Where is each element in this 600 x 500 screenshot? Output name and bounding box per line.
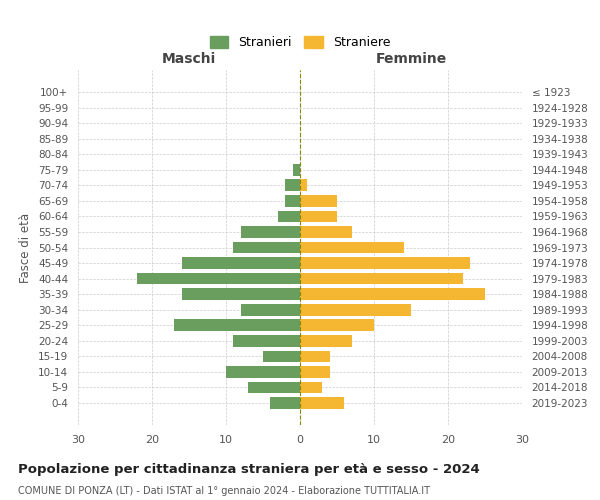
Bar — [300, 335, 352, 346]
Bar — [300, 210, 337, 222]
Bar — [263, 350, 300, 362]
Bar — [300, 304, 411, 316]
Bar — [300, 242, 404, 254]
Bar — [300, 195, 337, 206]
Bar — [226, 366, 300, 378]
Bar — [182, 288, 300, 300]
Bar — [241, 226, 300, 238]
Bar — [300, 273, 463, 284]
Bar — [233, 335, 300, 346]
Bar — [182, 257, 300, 269]
Bar — [293, 164, 300, 175]
Bar — [271, 397, 300, 409]
Legend: Stranieri, Straniere: Stranieri, Straniere — [203, 30, 397, 56]
Bar — [300, 397, 344, 409]
Bar — [241, 304, 300, 316]
Bar — [278, 210, 300, 222]
Y-axis label: Fasce di età: Fasce di età — [19, 212, 32, 282]
Bar — [248, 382, 300, 394]
Text: Maschi: Maschi — [162, 52, 216, 66]
Bar — [174, 320, 300, 331]
Bar — [300, 226, 352, 238]
Bar — [300, 382, 322, 394]
Bar — [285, 195, 300, 206]
Bar — [233, 242, 300, 254]
Text: Popolazione per cittadinanza straniera per età e sesso - 2024: Popolazione per cittadinanza straniera p… — [18, 462, 480, 475]
Bar — [300, 366, 329, 378]
Bar — [300, 257, 470, 269]
Bar — [300, 288, 485, 300]
Bar — [300, 320, 374, 331]
Bar — [300, 180, 307, 191]
Bar — [285, 180, 300, 191]
Bar — [137, 273, 300, 284]
Bar — [300, 350, 329, 362]
Text: Femmine: Femmine — [376, 52, 446, 66]
Text: COMUNE DI PONZA (LT) - Dati ISTAT al 1° gennaio 2024 - Elaborazione TUTTITALIA.I: COMUNE DI PONZA (LT) - Dati ISTAT al 1° … — [18, 486, 430, 496]
